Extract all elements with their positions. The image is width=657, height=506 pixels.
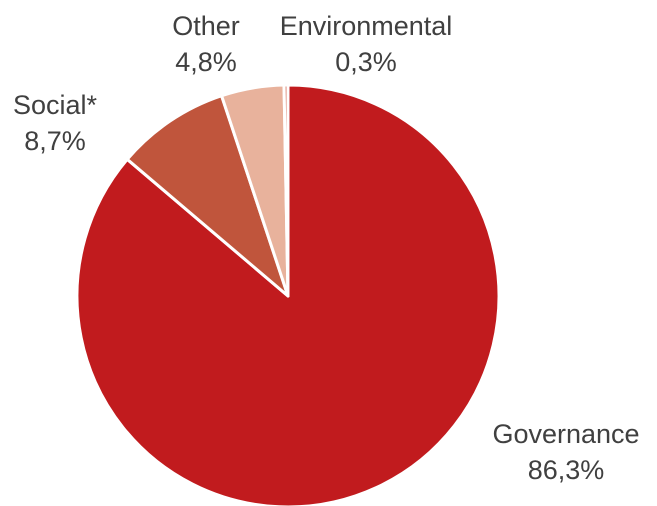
label-environmental-value: 0,3% xyxy=(335,47,397,77)
label-social-value: 8,7% xyxy=(24,126,86,156)
label-governance-name: Governance xyxy=(492,419,639,449)
label-other-value: 4,8% xyxy=(175,47,237,77)
pie-slices xyxy=(75,83,501,506)
label-social-name: Social* xyxy=(13,90,98,120)
label-governance-value: 86,3% xyxy=(528,455,605,485)
pie-slice-governance xyxy=(75,83,501,506)
pie-slice-social xyxy=(125,94,290,298)
label-environmental-name: Environmental xyxy=(280,11,453,41)
label-other-name: Other xyxy=(172,11,240,41)
pie-slice-environmental xyxy=(282,83,290,298)
